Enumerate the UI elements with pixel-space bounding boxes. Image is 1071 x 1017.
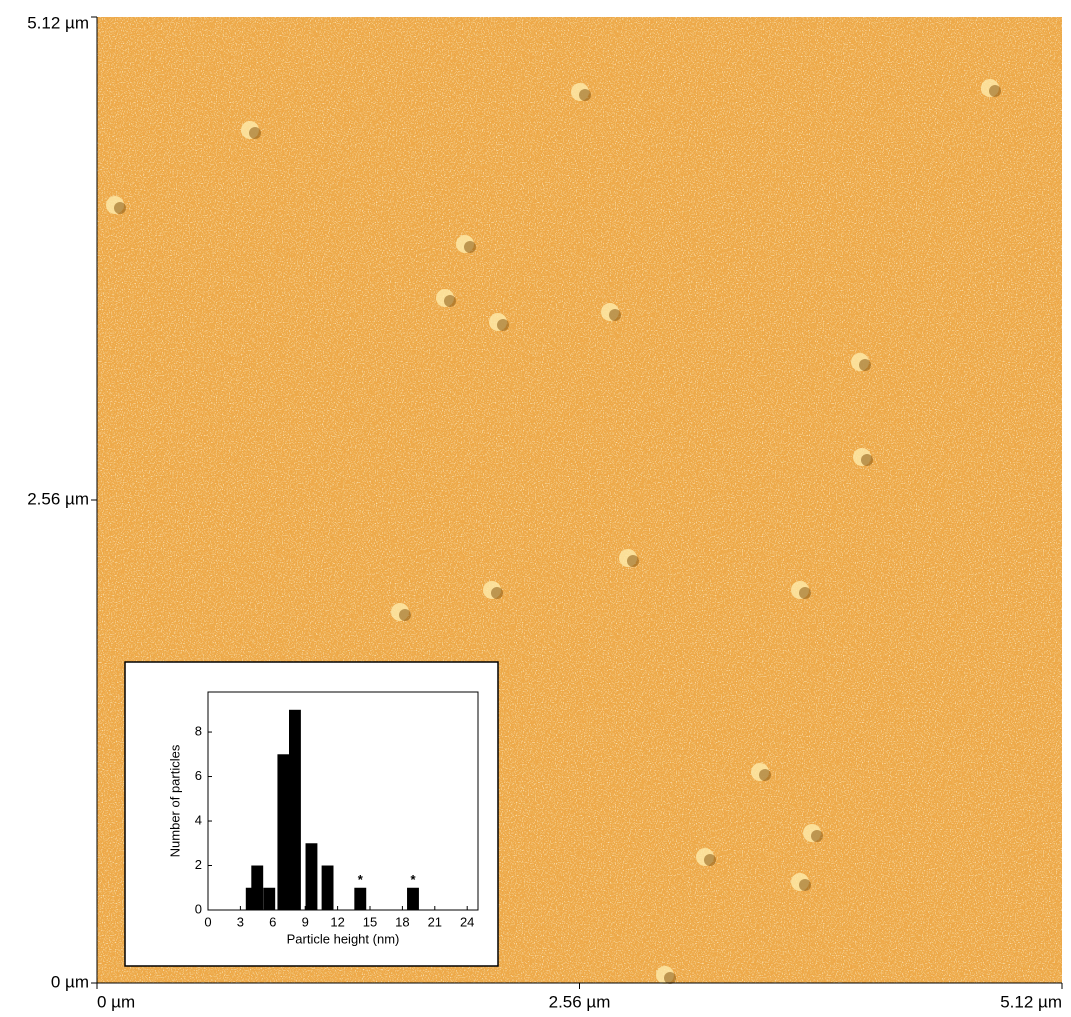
particle-shadow <box>444 295 456 307</box>
bar <box>354 888 366 910</box>
x-tick-label: 12 <box>330 914 344 929</box>
particle-shadow <box>799 587 811 599</box>
bar <box>407 888 419 910</box>
y-tick-label: 5.12 µm <box>27 13 89 32</box>
x-tick-label: 5.12 µm <box>1000 992 1062 1011</box>
bar <box>263 888 275 910</box>
particle-shadow <box>609 309 621 321</box>
bar <box>322 866 334 910</box>
y-tick-label: 2.56 µm <box>27 489 89 508</box>
particle-shadow <box>759 769 771 781</box>
particle-shadow <box>579 89 591 101</box>
x-axis-title: Particle height (nm) <box>287 931 400 946</box>
bar <box>306 843 318 910</box>
particle-shadow <box>491 587 503 599</box>
y-tick-label: 0 µm <box>51 972 89 991</box>
bar <box>251 866 263 910</box>
x-tick-label: 18 <box>395 914 409 929</box>
x-tick-label: 15 <box>363 914 377 929</box>
y-tick-label: 8 <box>195 723 202 738</box>
bar <box>289 710 301 910</box>
particle-shadow <box>627 555 639 567</box>
particle-shadow <box>249 127 261 139</box>
particle-shadow <box>799 879 811 891</box>
y-axis-title: Number of particles <box>167 744 182 857</box>
particle-shadow <box>114 202 126 214</box>
particle-shadow <box>861 454 873 466</box>
y-tick-label: 2 <box>195 857 202 872</box>
figure: 0 µm 2.56 µm 5.12 µm 0 µm 2.56 µm 5.12 µm 0 3 6 9… <box>0 0 1071 1017</box>
bar <box>277 754 289 910</box>
x-tick-label: 9 <box>302 914 309 929</box>
y-tick-label: 0 <box>195 901 202 916</box>
x-tick-label: 0 <box>204 914 211 929</box>
particle-shadow <box>989 85 1001 97</box>
x-tick-label: 6 <box>269 914 276 929</box>
x-tick-label: 2.56 µm <box>549 992 611 1011</box>
x-tick-label: 24 <box>460 914 474 929</box>
particle-shadow <box>464 241 476 253</box>
particle-shadow <box>704 854 716 866</box>
particle-shadow <box>664 972 676 984</box>
particle-shadow <box>859 359 871 371</box>
y-tick-label: 4 <box>195 812 202 827</box>
particle-shadow <box>399 609 411 621</box>
y-tick-label: 6 <box>195 768 202 783</box>
x-tick-label: 0 µm <box>97 992 135 1011</box>
x-tick-label: 21 <box>428 914 442 929</box>
x-tick-label: 3 <box>237 914 244 929</box>
particle-shadow <box>497 319 509 331</box>
particle-shadow <box>811 830 823 842</box>
